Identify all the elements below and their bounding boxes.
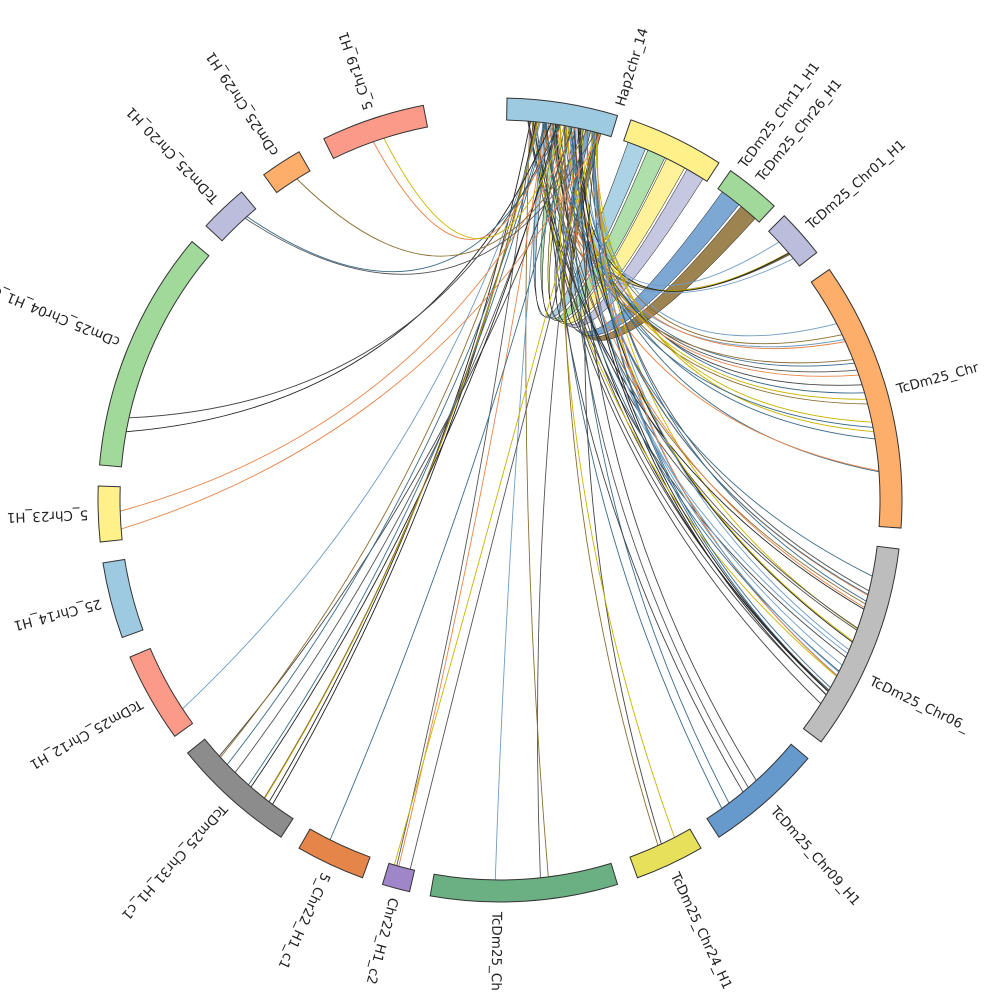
link-hap2-chr31 — [220, 121, 540, 758]
link-hap2-chr23 — [120, 133, 601, 530]
segment-label-chr01: TcDm25_Chr01_H1 — [803, 137, 910, 234]
link-hap2-chr06 — [571, 126, 869, 595]
segment-chrX — [810, 268, 903, 529]
segment-label-chr12: TcDm25_Chr12_H1 — [27, 695, 146, 772]
link-hap2-chrX — [558, 124, 855, 367]
link-hap2-chr09 — [550, 123, 723, 809]
link-hap2-chr06 — [573, 127, 869, 596]
link-hap2-chr31 — [272, 121, 537, 805]
segment-chr14 — [102, 558, 144, 639]
link-hap2-chr24 — [559, 124, 675, 838]
segment-label-chrX: TcDm25_Chr — [894, 360, 981, 398]
link-hap2-chr01 — [586, 130, 780, 287]
segment-label-chr23: 5_Chr23_H1 — [6, 506, 88, 525]
link-hap2-chr06 — [527, 120, 847, 658]
link-hap2-chr24 — [584, 132, 662, 845]
link-hap2-chr06 — [596, 132, 858, 630]
segment-label-chr06: TcDm25_Chr06_ — [866, 673, 971, 735]
link-hap2-chrX — [594, 132, 874, 433]
link-hap2-chr19 — [383, 125, 565, 240]
link-hap2-chr06 — [545, 122, 848, 654]
link-hap2-chr22c2 — [393, 131, 596, 866]
link-hap2-chrX — [586, 130, 843, 345]
segment-label-chr22c2: Chr22_H1_c2 — [363, 896, 401, 986]
link-hap2-chrY — [525, 121, 549, 877]
segment-label-hap2: Hap2chr_14 — [613, 26, 652, 108]
segment-chr23 — [97, 485, 123, 543]
link-hap2-chr31 — [268, 121, 532, 803]
segment-label-chrY: TcDm25_Ch — [488, 911, 505, 991]
segment-chr22c1 — [298, 828, 371, 879]
link-hap2-chr06 — [592, 131, 850, 651]
segment-label-chr31: TcDm25_Chr31_H1_c1 — [118, 800, 231, 923]
link-hap2-chr06 — [528, 121, 865, 610]
segment-chr26 — [717, 170, 775, 223]
link-hap2-chr29 — [296, 129, 587, 257]
link-hap2-chr06 — [597, 132, 838, 677]
link-hap2-chr09 — [573, 127, 730, 804]
link-hap2-chr23 — [120, 127, 576, 512]
link-hap2-chr22c1 — [329, 126, 573, 841]
segment-chr01 — [767, 215, 818, 267]
link-hap2-chr19 — [372, 123, 554, 240]
link-hap2-chr06 — [556, 124, 865, 608]
link-hap2-chr31 — [218, 126, 573, 757]
segment-label-chr22c1: 5_Chr22_H1_c1 — [275, 870, 334, 971]
link-hap2-chrX — [565, 125, 846, 350]
link-hap2-chrX — [551, 123, 868, 405]
link-hap2-chr06 — [591, 131, 870, 592]
link-hap2-chrY — [537, 129, 584, 878]
segment-label-chr19: 5_Chr19_H1 — [336, 29, 377, 111]
link-hap2-chrX — [593, 131, 837, 337]
segment-layer — [97, 97, 903, 903]
link-hap2-chr24 — [562, 125, 659, 846]
link-hap2-chr06 — [535, 121, 827, 695]
segment-label-chr20: TcDm25_Chr20_H1 — [123, 103, 223, 207]
segment-chr04 — [98, 240, 210, 468]
segment-label-chr04: cDm25_Chr04_H1_c1 — [0, 280, 122, 350]
link-hap2-chr31 — [263, 121, 538, 799]
segment-chr06 — [802, 545, 900, 743]
link-hap2-chr06 — [554, 124, 829, 692]
link-layer — [120, 120, 880, 880]
segment-label-chr29: cDm25_Chr29_H1 — [203, 49, 282, 159]
link-hap2-chr31 — [226, 122, 546, 765]
link-hap2-chr09 — [564, 125, 749, 788]
label-layer: Hap2chr_14 TcDm25_Chr11_H1TcDm25_Chr26_H1… — [0, 26, 981, 992]
link-hap2-chr20 — [246, 124, 561, 273]
link-hap2-chr06 — [544, 122, 830, 691]
segment-chr19 — [323, 104, 429, 160]
link-hap2-chr22c2 — [396, 121, 534, 866]
segment-chr11 — [623, 119, 720, 182]
link-hap2-chr06 — [579, 128, 853, 643]
segment-label-chr09: TcDm25_Chr09_H1 — [766, 803, 863, 910]
segment-chr29 — [263, 151, 311, 194]
link-hap2-chr20 — [244, 131, 596, 275]
segment-label-chr14: 25_Chr14_H1 — [12, 595, 103, 633]
segment-hap2 — [506, 97, 619, 138]
link-hap2-chr09 — [542, 122, 744, 793]
link-hap2-chr06 — [577, 128, 829, 692]
link-hap2-chr31 — [264, 121, 539, 799]
link-hap2-chr01 — [579, 128, 790, 292]
segment-chr24 — [629, 828, 702, 879]
link-hap2-chr04 — [126, 123, 552, 433]
segment-chr31 — [186, 738, 294, 838]
link-hap2-chr22c2 — [409, 132, 599, 870]
segment-chr12 — [129, 647, 194, 737]
link-hap2-chr09 — [580, 128, 757, 781]
link-hap2-chrY — [494, 122, 544, 880]
link-hap2-chr31 — [250, 124, 558, 788]
link-hap2-chr31 — [248, 122, 547, 786]
segment-chr22c2 — [381, 862, 416, 893]
segment-chrY — [429, 862, 619, 903]
segment-chr09 — [706, 743, 809, 838]
segment-label-chr24: TcDm25_Chr24_H1 — [666, 869, 735, 992]
link-hap2-chr06 — [563, 125, 873, 577]
segment-chr20 — [205, 191, 257, 242]
